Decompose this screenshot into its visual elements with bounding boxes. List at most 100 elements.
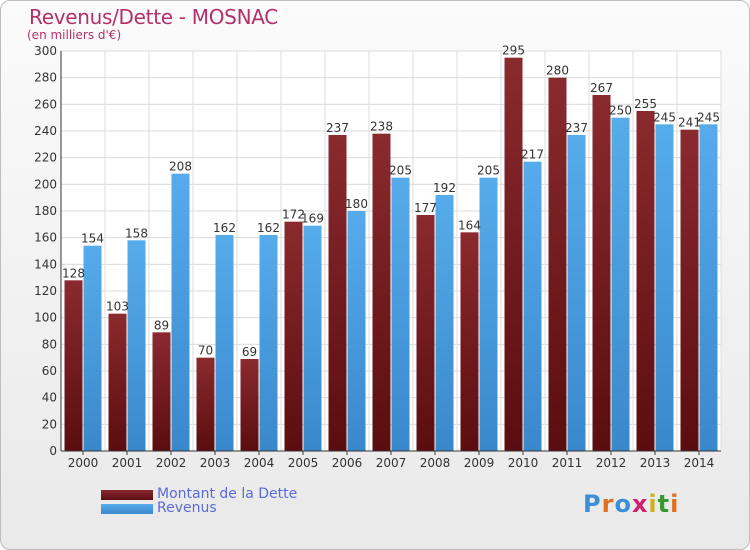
y-tick-label: 60 (42, 364, 57, 378)
y-tick-label: 100 (34, 311, 57, 325)
value-label-revenus: 205 (477, 164, 500, 178)
y-tick-label: 40 (42, 391, 57, 405)
bar-dette (328, 135, 347, 451)
bar-revenus (215, 235, 234, 451)
value-label-revenus: 158 (125, 226, 148, 240)
value-label-revenus: 250 (609, 104, 632, 118)
bar-revenus (479, 177, 498, 451)
bar-dette (636, 111, 655, 451)
bar-dette (240, 359, 259, 451)
bar-revenus (171, 173, 190, 451)
value-label-revenus: 192 (433, 181, 456, 195)
y-tick-label: 80 (42, 337, 57, 351)
legend-swatch-dette (101, 490, 153, 500)
x-tick-label: 2006 (332, 456, 363, 470)
bar-dette (416, 215, 435, 451)
bar-dette (680, 129, 699, 451)
value-label-dette: 128 (62, 266, 85, 280)
x-tick-label: 2007 (376, 456, 407, 470)
y-tick-label: 280 (34, 71, 57, 85)
value-label-dette: 69 (242, 345, 257, 359)
legend-label-dette: Montant de la Dette (157, 486, 298, 502)
logo-letter: P (583, 490, 602, 518)
bar-revenus (83, 245, 102, 451)
logo-letter: i (648, 490, 658, 518)
value-label-revenus: 205 (389, 164, 412, 178)
value-label-dette: 164 (458, 218, 481, 232)
y-tick-label: 120 (34, 284, 57, 298)
value-label-dette: 237 (326, 121, 349, 135)
value-label-revenus: 208 (169, 160, 192, 174)
bar-revenus (347, 211, 366, 451)
y-tick-label: 160 (34, 231, 57, 245)
x-tick-label: 2010 (508, 456, 539, 470)
y-tick-label: 300 (34, 44, 57, 58)
bar-dette (460, 232, 479, 451)
value-label-revenus: 245 (653, 110, 676, 124)
bar-dette (108, 313, 127, 451)
value-label-revenus: 162 (257, 221, 280, 235)
bar-dette (548, 77, 567, 452)
bar-dette (196, 357, 215, 451)
bar-revenus (611, 117, 630, 452)
value-label-dette: 103 (106, 300, 129, 314)
bar-revenus (523, 161, 542, 451)
value-label-revenus: 162 (213, 221, 236, 235)
bar-dette (372, 133, 391, 451)
bar-revenus (259, 235, 278, 451)
value-label-dette: 89 (154, 318, 169, 332)
plot-area (61, 51, 721, 451)
value-label-revenus: 245 (697, 110, 720, 124)
bar-dette (152, 332, 171, 451)
x-tick-label: 2009 (464, 456, 495, 470)
value-label-dette: 241 (678, 116, 701, 130)
bar-revenus (303, 225, 322, 451)
x-tick-label: 2004 (244, 456, 275, 470)
y-tick-label: 260 (34, 97, 57, 111)
bar-dette (64, 280, 83, 451)
y-tick-label: 180 (34, 204, 57, 218)
value-label-revenus: 180 (345, 197, 368, 211)
y-tick-label: 240 (34, 124, 57, 138)
bar-dette (592, 95, 611, 451)
bar-dette (504, 57, 523, 452)
x-tick-label: 2011 (552, 456, 583, 470)
value-label-dette: 177 (414, 201, 437, 215)
bar-revenus (435, 195, 454, 451)
value-label-revenus: 217 (521, 148, 544, 162)
value-label-dette: 255 (634, 97, 657, 111)
value-label-dette: 295 (502, 44, 525, 58)
value-label-dette: 70 (198, 344, 213, 358)
proxiti-logo: Proxiti (583, 490, 679, 518)
x-tick-label: 2014 (684, 456, 715, 470)
logo-letter: i (670, 490, 680, 518)
value-label-revenus: 169 (301, 212, 324, 226)
value-label-dette: 172 (282, 208, 305, 222)
x-tick-label: 2001 (112, 456, 143, 470)
bar-revenus (655, 124, 674, 451)
bar-revenus (127, 240, 146, 451)
x-tick-label: 2013 (640, 456, 671, 470)
y-tick-label: 20 (42, 417, 57, 431)
y-tick-label: 220 (34, 151, 57, 165)
bar-revenus (699, 124, 718, 451)
chart-subtitle: (en milliers d'€) (27, 28, 122, 42)
logo-letter: r (601, 490, 615, 518)
x-tick-label: 2005 (288, 456, 319, 470)
x-tick-label: 2000 (68, 456, 99, 470)
x-tick-label: 2012 (596, 456, 627, 470)
y-tick-label: 200 (34, 177, 57, 191)
bar-revenus (567, 135, 586, 451)
x-tick-label: 2002 (156, 456, 187, 470)
bar-revenus (391, 177, 410, 451)
value-label-revenus: 154 (81, 232, 104, 246)
y-tick-label: 0 (49, 444, 57, 458)
x-tick-label: 2008 (420, 456, 451, 470)
logo-letter: x (631, 490, 649, 518)
logo-letter: t (657, 490, 671, 518)
value-label-dette: 238 (370, 120, 393, 134)
chart-title: Revenus/Dette - MOSNAC (29, 5, 278, 29)
bar-dette (284, 221, 303, 451)
